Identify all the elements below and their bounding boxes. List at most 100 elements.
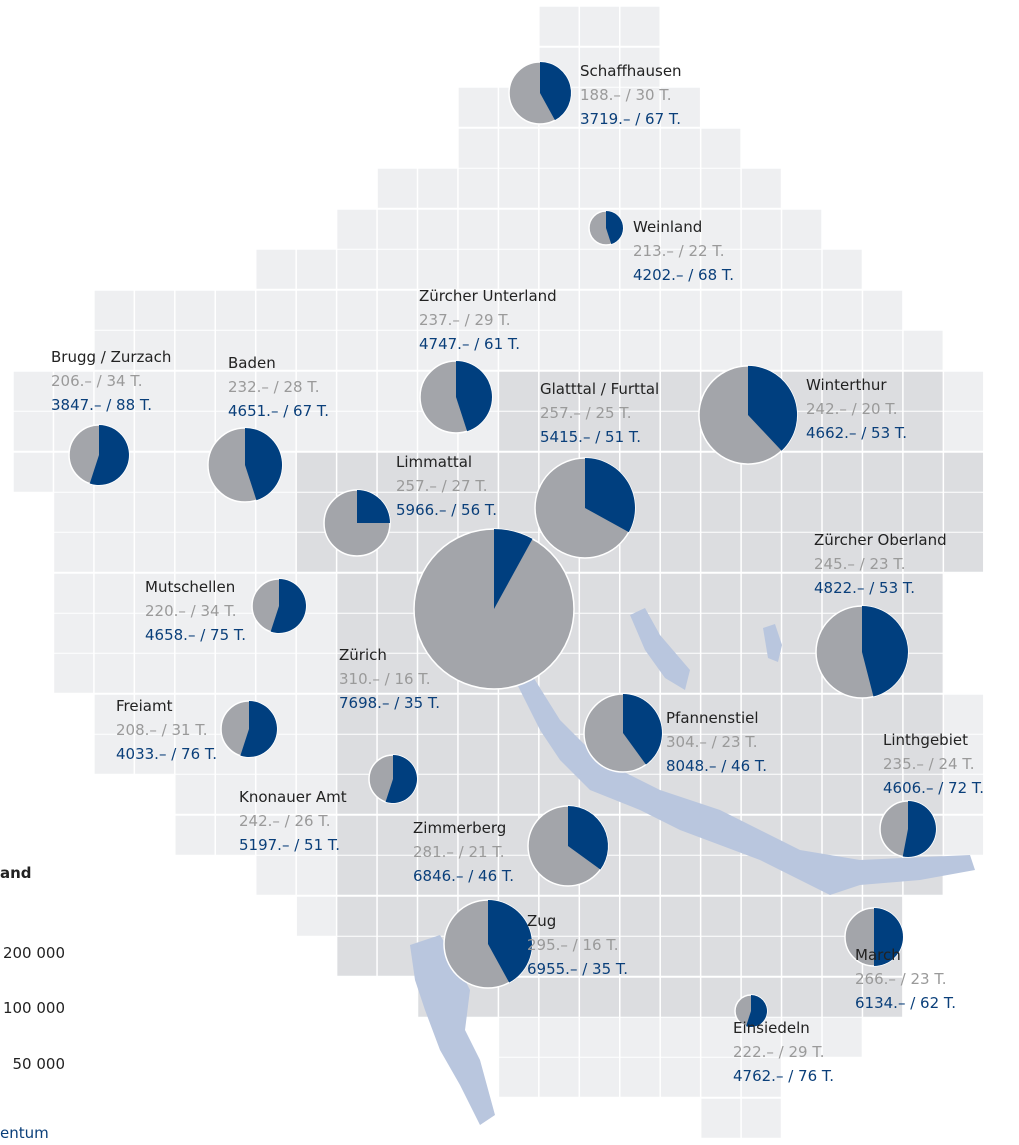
grid-cell	[539, 1057, 579, 1097]
grid-cell	[458, 290, 498, 330]
grid-cell	[660, 532, 700, 572]
grid-cell	[175, 815, 215, 855]
grid-cell	[620, 87, 660, 127]
grid-cell	[135, 492, 175, 532]
grid-cell	[175, 774, 215, 814]
region-rent: 206.– / 34 T.	[51, 372, 143, 390]
grid-cell	[741, 492, 781, 532]
lake-zugersee	[410, 935, 495, 1125]
grid-cell	[660, 87, 700, 127]
region-rent: 208.– / 31 T.	[116, 721, 208, 739]
grid-cell	[580, 6, 619, 46]
grid-cell	[337, 452, 377, 492]
grid-cell	[701, 694, 741, 734]
grid-cell	[741, 1098, 781, 1138]
region-rent: 266.– / 23 T.	[855, 970, 947, 988]
grid-cell	[580, 1017, 619, 1057]
grid-cell	[580, 977, 619, 1017]
grid-cell	[782, 452, 822, 492]
grid-cell	[620, 977, 660, 1017]
grid-cell	[418, 855, 458, 895]
grid-cell	[620, 855, 660, 895]
grid-cell	[660, 694, 700, 734]
grid-cell	[580, 896, 619, 936]
grid-cell	[135, 371, 175, 411]
grid-cell	[944, 734, 984, 774]
legend-title: and	[0, 864, 32, 882]
grid-cell	[701, 855, 741, 895]
grid-cell	[903, 694, 943, 734]
grid-cell	[499, 168, 539, 208]
region-name: Zimmerberg	[413, 819, 506, 837]
grid-cell	[377, 249, 417, 289]
grid-cell	[620, 47, 660, 87]
grid-cell	[620, 896, 660, 936]
grid-cell	[782, 290, 822, 330]
grid-cell	[580, 168, 619, 208]
region-rent: 242.– / 20 T.	[806, 400, 898, 418]
grid-cell	[499, 1057, 539, 1097]
grid-cell	[782, 734, 822, 774]
region-name: Winterthur	[806, 376, 887, 394]
region-own: 6846.– / 46 T.	[413, 867, 514, 885]
grid-cell	[499, 330, 539, 370]
pie-slice	[488, 900, 532, 983]
grid-cell	[539, 330, 579, 370]
pie-slice	[89, 425, 129, 485]
region-rent: 242.– / 26 T.	[239, 812, 331, 830]
grid-cell	[539, 290, 579, 330]
grid-cell	[337, 371, 377, 411]
grid-cell	[660, 411, 700, 451]
grid-cell	[580, 371, 619, 411]
grid-cell	[701, 330, 741, 370]
grid-cell	[863, 532, 903, 572]
grid-cell	[660, 855, 700, 895]
grid-cell	[337, 209, 377, 249]
region-own: 4658.– / 75 T.	[145, 626, 246, 644]
grid-cell	[620, 532, 660, 572]
grid-cell	[418, 774, 458, 814]
grid-cell	[458, 452, 498, 492]
grid-cell	[458, 209, 498, 249]
grid-cell	[660, 573, 700, 613]
legend: and 200 000 100 000 50 000 entum	[0, 864, 65, 1142]
grid-cell	[701, 492, 741, 532]
grid-cell	[377, 290, 417, 330]
grid-cell	[216, 573, 255, 613]
grid-cell	[337, 411, 377, 451]
grid-cell	[458, 815, 498, 855]
grid-cell	[701, 168, 741, 208]
region-rent: 295.– / 16 T.	[527, 936, 619, 954]
grid-cell	[256, 290, 296, 330]
grid-cell	[903, 492, 943, 532]
region-name: Weinland	[633, 218, 702, 236]
legend-size: 200 000	[3, 944, 65, 962]
grid-cell	[458, 128, 498, 168]
grid-cell	[296, 653, 336, 693]
region-name: Zürcher Oberland	[814, 531, 947, 549]
grid-cell	[822, 330, 862, 370]
grid-cell	[580, 1057, 619, 1097]
grid-cell	[580, 330, 619, 370]
grid-cell	[903, 573, 943, 613]
region-name: Schaffhausen	[580, 62, 682, 80]
region-own: 4662.– / 53 T.	[806, 424, 907, 442]
grid-cell	[580, 573, 619, 613]
grid-cell	[863, 492, 903, 532]
region-rent: 235.– / 24 T.	[883, 755, 975, 773]
grid-cell	[620, 1057, 660, 1097]
region-own: 4606.– / 72 T.	[883, 779, 984, 797]
grid-cell	[13, 371, 53, 411]
grid-cell	[296, 734, 336, 774]
grid-cell	[741, 573, 781, 613]
grid-cell	[175, 290, 215, 330]
grid-cell	[499, 371, 539, 411]
grid-cell	[458, 694, 498, 734]
grid-cell	[458, 774, 498, 814]
grid-cell	[458, 734, 498, 774]
grid-cell	[377, 209, 417, 249]
grid-cell	[175, 330, 215, 370]
grid-cell	[701, 128, 741, 168]
grid-cell	[54, 613, 94, 653]
lake-zuerichsee	[515, 672, 975, 895]
